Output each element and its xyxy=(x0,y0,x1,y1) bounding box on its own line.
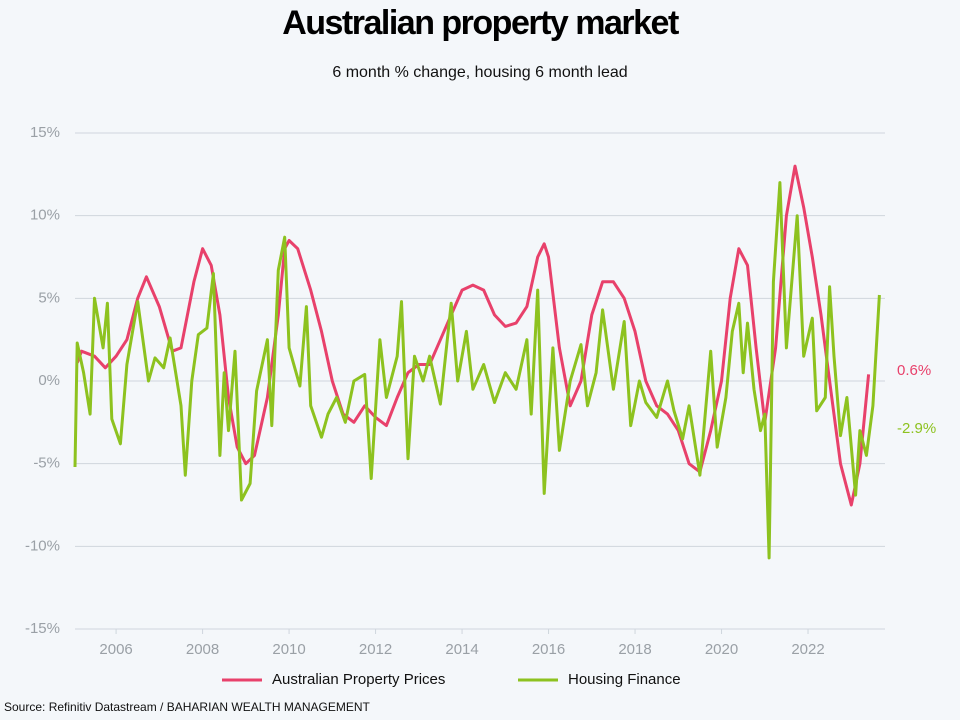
x-tick-label: 2006 xyxy=(99,641,132,658)
y-tick-label: 5% xyxy=(38,289,60,306)
y-tick-label: 15% xyxy=(30,124,60,141)
x-tick-label: 2022 xyxy=(791,641,824,658)
legend-label: Australian Property Prices xyxy=(272,671,445,688)
series-line xyxy=(73,181,881,560)
y-tick-label: -15% xyxy=(25,620,60,637)
legend-label: Housing Finance xyxy=(568,671,681,688)
y-tick-label: 0% xyxy=(38,372,60,389)
y-tick-label: 10% xyxy=(30,207,60,224)
chart-title: Australian property market xyxy=(282,4,679,42)
x-tick-label: 2016 xyxy=(532,641,565,658)
x-tick-label: 2014 xyxy=(445,641,478,658)
end-label: 0.6% xyxy=(897,362,931,379)
end-label: -2.9% xyxy=(897,420,936,437)
y-tick-label: -5% xyxy=(33,455,60,472)
x-tick-label: 2010 xyxy=(272,641,305,658)
chart-subtitle: 6 month % change, housing 6 month lead xyxy=(332,64,627,81)
x-tick-label: 2020 xyxy=(705,641,738,658)
x-tick-label: 2018 xyxy=(618,641,651,658)
source: Source: Refinitiv Datastream / BAHARIAN … xyxy=(4,700,371,714)
x-tick-label: 2012 xyxy=(359,641,392,658)
y-tick-label: -10% xyxy=(25,537,60,554)
x-tick-label: 2008 xyxy=(186,641,219,658)
